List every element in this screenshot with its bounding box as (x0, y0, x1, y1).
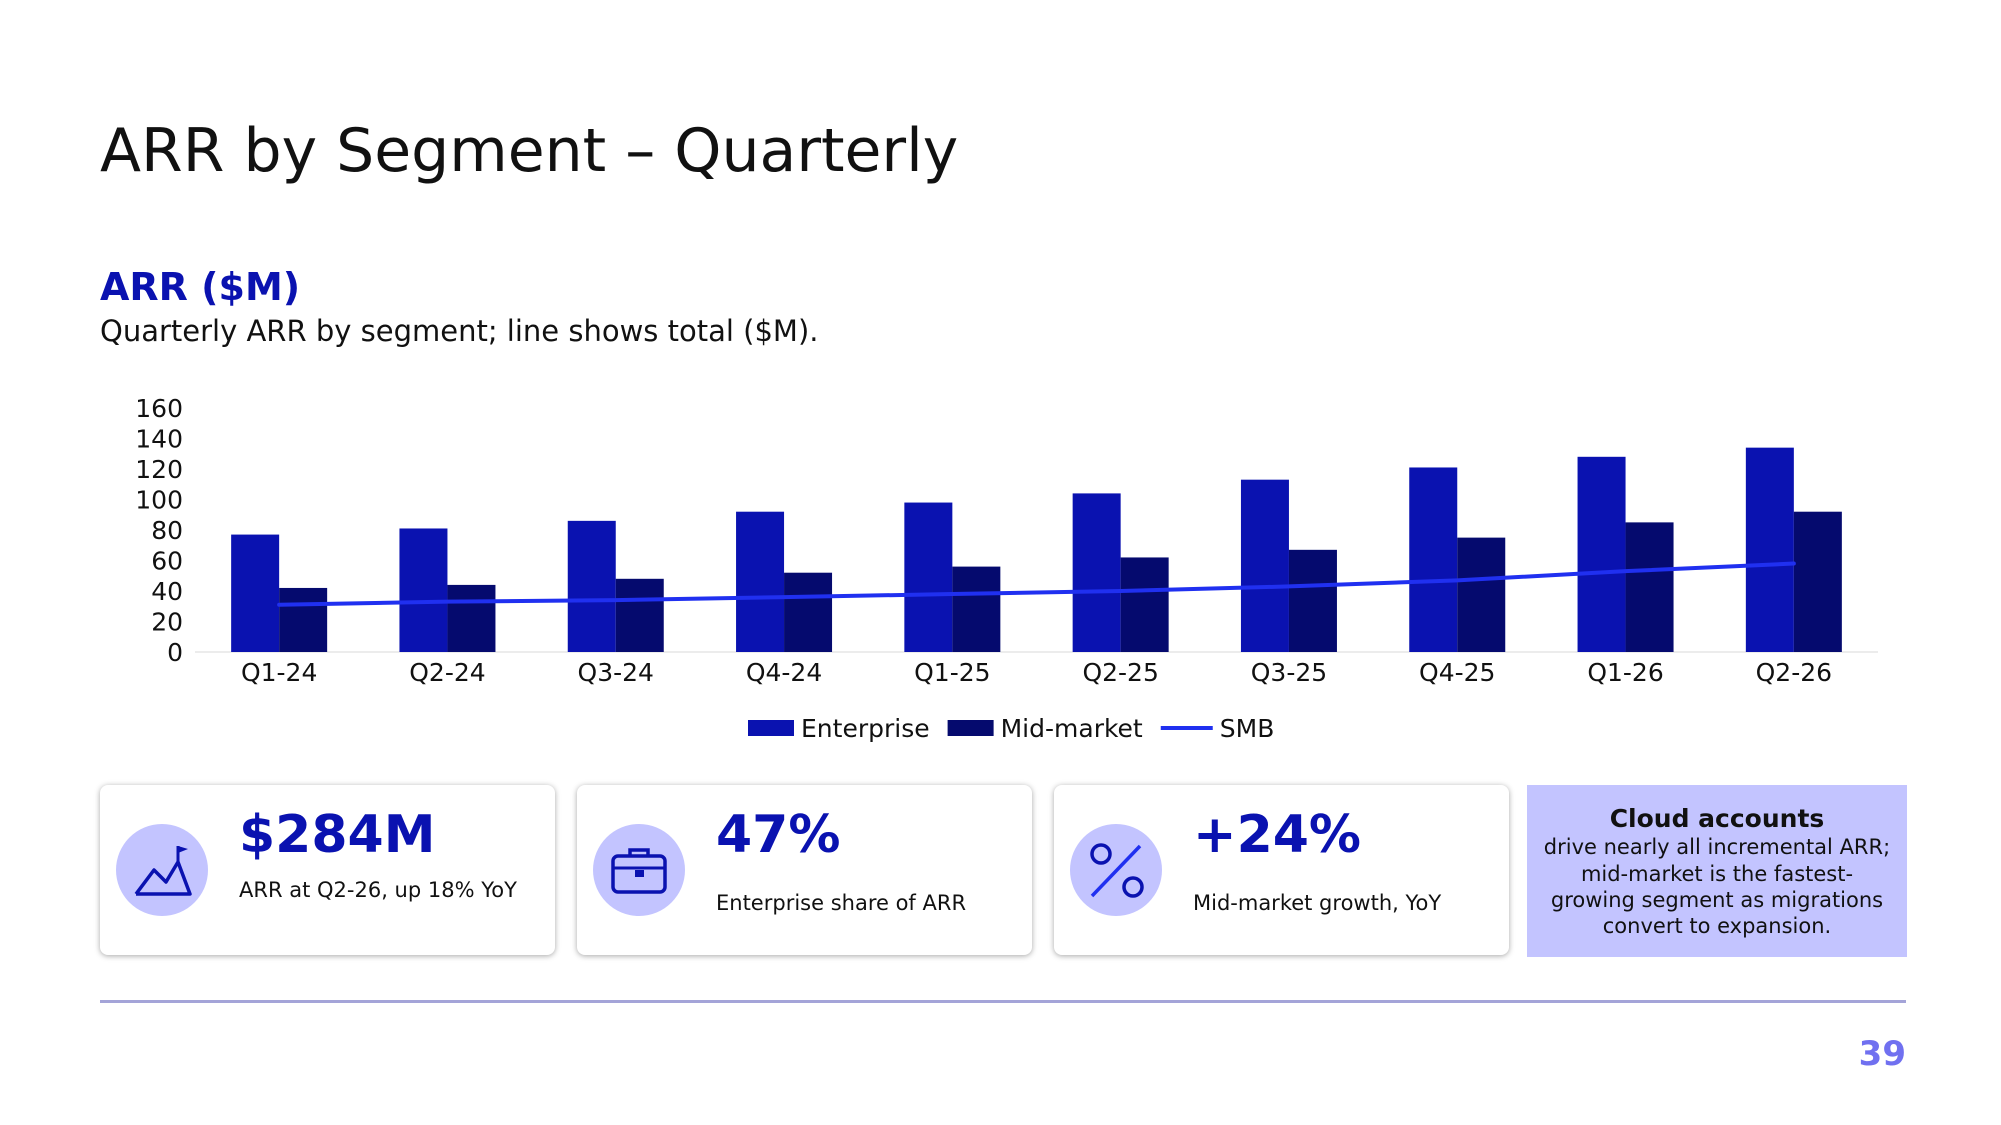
legend-label: Enterprise (801, 714, 930, 743)
bar-mid-market (1625, 522, 1674, 652)
kpi-value: 47% (716, 805, 841, 865)
chart-subtitle: Quarterly ARR by segment; line shows tot… (100, 314, 819, 348)
callout-title: Cloud accounts (1609, 804, 1825, 833)
kpi-description: Enterprise share of ARR (716, 891, 967, 915)
page-number: 39 (1858, 1034, 1906, 1074)
y-tick-label: 100 (135, 486, 183, 515)
callout-body: drive nearly all incremental ARR; mid-ma… (1543, 835, 1891, 938)
legend-swatch (947, 720, 994, 736)
y-tick-label: 0 (167, 638, 183, 667)
x-tick-label: Q3-25 (1251, 658, 1327, 687)
bar-enterprise (1577, 456, 1626, 652)
kpi-card-enterprise-share: 47% Enterprise share of ARR (577, 785, 1032, 955)
footer-divider (100, 1000, 1906, 1003)
briefcase-icon (593, 824, 685, 916)
x-tick-label: Q1-25 (914, 658, 990, 687)
bar-enterprise (1409, 467, 1458, 652)
y-tick-label: 120 (135, 455, 183, 484)
bar-enterprise (1745, 447, 1794, 652)
bar-enterprise (1072, 493, 1121, 652)
legend-label: Mid-market (1001, 714, 1143, 743)
bar-mid-market (1457, 537, 1506, 652)
x-tick-label: Q2-25 (1082, 658, 1158, 687)
kpi-value: $284M (239, 805, 436, 865)
line-smb (277, 561, 1796, 607)
y-tick-label: 40 (151, 577, 183, 606)
kpi-value: +24% (1193, 805, 1362, 865)
bar-enterprise (1240, 479, 1289, 652)
bar-mid-market (952, 566, 1001, 652)
y-tick-label: 80 (151, 516, 183, 545)
kpi-card-arr: $284M ARR at Q2-26, up 18% YoY (100, 785, 555, 955)
bar-mid-market (784, 572, 833, 652)
bar-enterprise (736, 511, 785, 652)
slide-title: ARR by Segment – Quarterly (100, 116, 959, 186)
bar-mid-market (1288, 549, 1337, 652)
bar-mid-market (615, 578, 664, 652)
mountain-flag-icon (116, 824, 208, 916)
y-tick-label: 160 (135, 394, 183, 423)
y-tick-label: 20 (151, 608, 183, 637)
bar-enterprise (567, 520, 616, 652)
bar-mid-market (279, 587, 328, 652)
kpi-description: Mid-market growth, YoY (1193, 891, 1442, 915)
x-tick-label: Q2-26 (1756, 658, 1832, 687)
x-tick-label: Q1-24 (241, 658, 317, 687)
legend-label: SMB (1220, 714, 1275, 743)
kpi-card-midmarket-growth: +24% Mid-market growth, YoY (1054, 785, 1509, 955)
chart-heading: ARR ($M) (100, 265, 301, 309)
percent-icon (1070, 824, 1162, 916)
kpi-description: ARR at Q2-26, up 18% YoY (239, 878, 517, 902)
x-tick-label: Q2-24 (409, 658, 485, 687)
bar-mid-market (1793, 511, 1842, 652)
x-tick-label: Q4-24 (746, 658, 822, 687)
bar-mid-market (447, 584, 496, 652)
x-tick-label: Q3-24 (578, 658, 654, 687)
bar-enterprise (904, 502, 953, 652)
bar-enterprise (399, 528, 448, 652)
insight-callout: Cloud accounts drive nearly all incremen… (1527, 785, 1907, 957)
x-tick-label: Q4-25 (1419, 658, 1495, 687)
legend-swatch (748, 720, 794, 736)
y-tick-label: 60 (151, 547, 183, 576)
bar-enterprise (231, 534, 280, 652)
x-tick-label: Q1-26 (1587, 658, 1663, 687)
y-tick-label: 140 (135, 425, 183, 454)
bar-mid-market (1120, 557, 1169, 652)
